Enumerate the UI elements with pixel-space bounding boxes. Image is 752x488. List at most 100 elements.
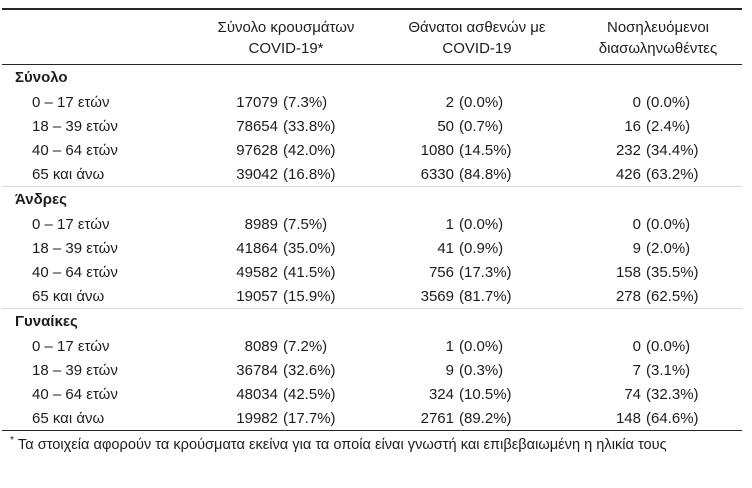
cases-percent: (35.0%) xyxy=(283,239,336,257)
deaths-cell: 9 (0.3%) xyxy=(380,362,574,379)
intubated-percent: (64.6%) xyxy=(646,409,699,427)
cases-percent: (16.8%) xyxy=(283,165,336,183)
deaths-value: 324 xyxy=(428,385,454,403)
cases-value: 97628 xyxy=(236,141,278,159)
section-header-row: Γυναίκες xyxy=(2,309,742,334)
age-label: 65 και άνω xyxy=(32,165,105,183)
cases-value: 19057 xyxy=(236,287,278,305)
deaths-value: 1 xyxy=(445,215,454,233)
deaths-cell: 3569 (81.7%) xyxy=(380,288,574,305)
intubated-value: 0 xyxy=(632,337,641,355)
cases-percent: (7.3%) xyxy=(283,93,328,111)
section-header-row: Άνδρες xyxy=(2,187,742,212)
cases-cell: 19982 (17.7%) xyxy=(192,410,380,427)
intubated-percent: (0.0%) xyxy=(646,337,691,355)
age-label: 40 – 64 ετών xyxy=(32,141,118,159)
column-header-cases-line2: COVID-19* xyxy=(248,40,324,57)
age-label: 18 – 39 ετών xyxy=(32,117,118,135)
intubated-cell: 16 (2.4%) xyxy=(574,118,742,135)
intubated-percent: (2.0%) xyxy=(646,239,691,257)
cases-cell: 41864 (35.0%) xyxy=(192,240,380,257)
cases-cell: 97628 (42.0%) xyxy=(192,142,380,159)
age-label: 0 – 17 ετών xyxy=(32,337,110,355)
column-header-deaths: Θάνατοι ασθενών με COVID-19 xyxy=(380,15,574,59)
cases-value: 19982 xyxy=(236,409,278,427)
cases-value: 36784 xyxy=(236,361,278,379)
intubated-cell: 158 (35.5%) xyxy=(574,264,742,281)
table-row: 0 – 17 ετών 8989 (7.5%) 1 (0.0%) 0 (0.0%) xyxy=(2,212,742,236)
deaths-percent: (89.2%) xyxy=(459,409,512,427)
cases-value: 8989 xyxy=(244,215,278,233)
deaths-cell: 50 (0.7%) xyxy=(380,118,574,135)
table-row: 40 – 64 ετών 97628 (42.0%) 1080 (14.5%) 23… xyxy=(2,138,742,162)
section-header-row: Σύνολο xyxy=(2,65,742,90)
cases-cell: 36784 (32.6%) xyxy=(192,362,380,379)
cases-percent: (33.8%) xyxy=(283,117,336,135)
footnote-marker: * xyxy=(10,435,14,446)
cases-cell: 19057 (15.9%) xyxy=(192,288,380,305)
intubated-value: 426 xyxy=(615,165,641,183)
intubated-cell: 278 (62.5%) xyxy=(574,288,742,305)
header-rule xyxy=(2,64,742,65)
intubated-value: 9 xyxy=(632,239,641,257)
age-label: 18 – 39 ετών xyxy=(32,361,118,379)
deaths-value: 3569 xyxy=(420,287,454,305)
deaths-percent: (0.3%) xyxy=(459,361,504,379)
cases-value: 8089 xyxy=(244,337,278,355)
cases-value: 78654 xyxy=(236,117,278,135)
footnote: * Τα στοιχεία αφορούν τα κρούσματα εκείνα… xyxy=(2,435,742,453)
cases-cell: 8989 (7.5%) xyxy=(192,216,380,233)
intubated-value: 0 xyxy=(632,93,641,111)
deaths-cell: 1 (0.0%) xyxy=(380,338,574,355)
bottom-rule xyxy=(2,430,742,431)
deaths-percent: (14.5%) xyxy=(459,141,512,159)
intubated-value: 278 xyxy=(615,287,641,305)
section-label: Σύνολο xyxy=(15,69,68,86)
deaths-cell: 324 (10.5%) xyxy=(380,386,574,403)
cases-cell: 17079 (7.3%) xyxy=(192,94,380,111)
deaths-percent: (81.7%) xyxy=(459,287,512,305)
column-header-empty xyxy=(2,36,192,38)
deaths-value: 9 xyxy=(445,361,454,379)
cases-cell: 78654 (33.8%) xyxy=(192,118,380,135)
intubated-value: 232 xyxy=(615,141,641,159)
section-divider xyxy=(2,186,742,187)
intubated-cell: 232 (34.4%) xyxy=(574,142,742,159)
intubated-percent: (0.0%) xyxy=(646,93,691,111)
section-women: Γυναίκες 0 – 17 ετών 8089 (7.2%) 1 (0.0%) … xyxy=(2,309,742,430)
table-header: Σύνολο κρουσμάτων COVID-19* Θάνατοι ασθε… xyxy=(2,10,742,64)
deaths-percent: (10.5%) xyxy=(459,385,512,403)
cases-percent: (32.6%) xyxy=(283,361,336,379)
cases-percent: (42.5%) xyxy=(283,385,336,403)
age-label: 0 – 17 ετών xyxy=(32,93,110,111)
cases-percent: (7.5%) xyxy=(283,215,328,233)
deaths-cell: 2761 (89.2%) xyxy=(380,410,574,427)
deaths-percent: (0.0%) xyxy=(459,215,504,233)
deaths-value: 756 xyxy=(428,263,454,281)
cases-value: 49582 xyxy=(236,263,278,281)
intubated-cell: 74 (32.3%) xyxy=(574,386,742,403)
deaths-percent: (17.3%) xyxy=(459,263,512,281)
intubated-value: 148 xyxy=(615,409,641,427)
deaths-percent: (0.0%) xyxy=(459,93,504,111)
deaths-percent: (0.7%) xyxy=(459,117,504,135)
table-row: 0 – 17 ετών 17079 (7.3%) 2 (0.0%) 0 (0.0%) xyxy=(2,90,742,114)
cases-value: 17079 xyxy=(236,93,278,111)
deaths-percent: (84.8%) xyxy=(459,165,512,183)
column-header-intubated-line1: Νοσηλευόμενοι xyxy=(606,19,709,36)
cases-value: 41864 xyxy=(236,239,278,257)
intubated-percent: (63.2%) xyxy=(646,165,699,183)
deaths-percent: (0.9%) xyxy=(459,239,504,257)
table-row: 18 – 39 ετών 78654 (33.8%) 50 (0.7%) 16 (2.… xyxy=(2,114,742,138)
age-label: 65 και άνω xyxy=(32,409,105,427)
column-header-deaths-line1: Θάνατοι ασθενών με xyxy=(408,19,546,36)
intubated-value: 74 xyxy=(624,385,641,403)
table-row: 65 και άνω 19982 (17.7%) 2761 (89.2%) 148 (… xyxy=(2,406,742,430)
column-header-deaths-line2: COVID-19 xyxy=(442,40,512,57)
table-row: 65 και άνω 39042 (16.8%) 6330 (84.8%) 426 (… xyxy=(2,162,742,186)
intubated-cell: 426 (63.2%) xyxy=(574,166,742,183)
intubated-percent: (3.1%) xyxy=(646,361,691,379)
column-header-intubated-line2: διασωληνωθέντες xyxy=(598,40,718,57)
deaths-value: 2 xyxy=(445,93,454,111)
intubated-percent: (34.4%) xyxy=(646,141,699,159)
